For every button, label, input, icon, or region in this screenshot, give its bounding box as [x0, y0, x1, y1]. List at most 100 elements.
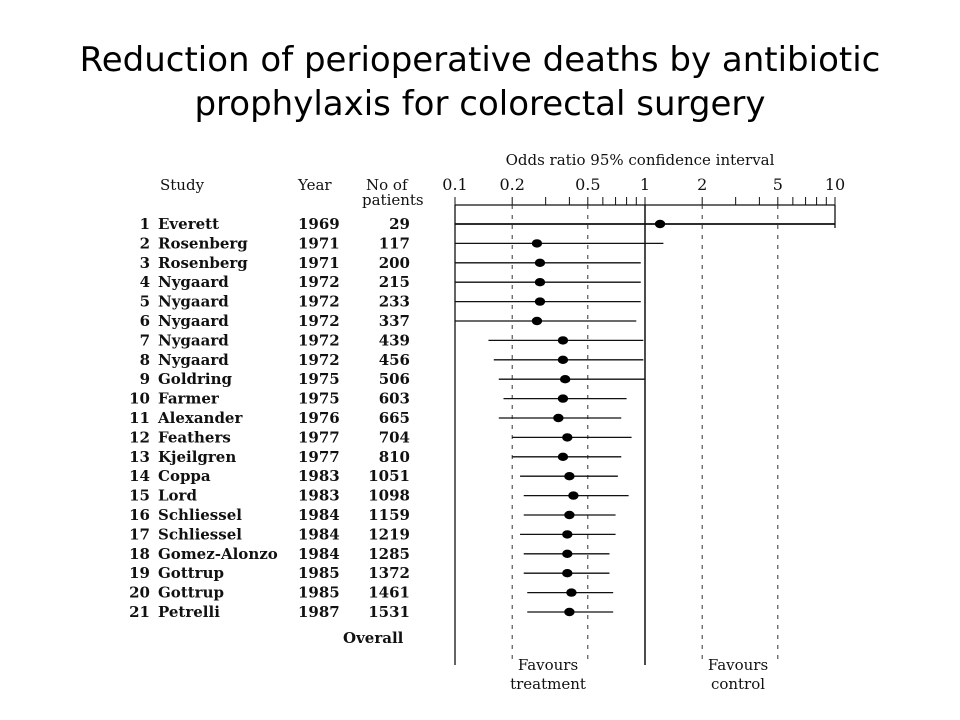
- x-tick-label: 10: [825, 175, 845, 194]
- study-patients: 456: [379, 351, 410, 369]
- study-year: 1972: [298, 312, 340, 330]
- odds-ratio-point: [557, 355, 569, 364]
- odds-ratio-point: [534, 258, 546, 267]
- slide-title-line-1: Reduction of perioperative deaths by ant…: [79, 40, 881, 80]
- study-name: Alexander: [157, 409, 243, 427]
- study-patients: 1372: [368, 564, 410, 582]
- overall-label: Overall: [343, 629, 404, 647]
- study-year: 1975: [298, 370, 340, 388]
- favours-treatment-line-1: Favours: [518, 656, 578, 674]
- x-tick-label: 1: [640, 175, 650, 194]
- study-number: 19: [129, 564, 150, 582]
- study-number: 21: [129, 603, 150, 621]
- study-name: Nygaard: [158, 312, 229, 330]
- favours-control-line-2: control: [711, 675, 765, 693]
- study-patients: 1219: [368, 525, 410, 543]
- odds-ratio-point: [534, 297, 546, 306]
- study-patients: 1461: [368, 584, 410, 602]
- study-year: 1977: [298, 448, 340, 466]
- study-number: 1: [140, 215, 150, 233]
- study-number: 6: [140, 312, 150, 330]
- study-year: 1985: [298, 564, 340, 582]
- study-year: 1972: [298, 351, 340, 369]
- study-patients: 200: [379, 254, 410, 272]
- study-name: Schliessel: [158, 525, 242, 543]
- study-year: 1976: [298, 409, 340, 427]
- study-number: 7: [140, 331, 150, 349]
- study-name: Rosenberg: [158, 234, 248, 252]
- study-number: 4: [140, 273, 150, 291]
- study-name: Farmer: [158, 390, 220, 408]
- study-year: 1985: [298, 584, 340, 602]
- odds-ratio-point: [564, 607, 575, 617]
- odds-ratio-point: [531, 316, 543, 326]
- odds-ratio-point: [562, 530, 573, 539]
- study-name: Coppa: [158, 467, 211, 485]
- odds-ratio-point: [562, 569, 573, 578]
- study-number: 15: [129, 487, 150, 505]
- x-tick-label: 2: [697, 175, 707, 194]
- study-year: 1969: [298, 215, 340, 233]
- study-patients: 665: [379, 409, 410, 427]
- study-patients: 603: [379, 390, 410, 408]
- study-number: 16: [129, 506, 150, 524]
- odds-ratio-point: [557, 452, 569, 461]
- study-name: Kjeilgren: [158, 448, 236, 466]
- study-patients: 1098: [368, 487, 410, 505]
- study-number: 5: [140, 293, 150, 311]
- study-name: Nygaard: [158, 273, 229, 291]
- study-name: Petrelli: [158, 603, 220, 621]
- odds-ratio-point: [559, 375, 571, 384]
- study-number: 8: [140, 351, 150, 369]
- study-year: 1972: [298, 331, 340, 349]
- study-name: Nygaard: [158, 351, 229, 369]
- study-number: 20: [129, 584, 150, 602]
- study-name: Goldring: [158, 370, 233, 388]
- study-year: 1971: [298, 254, 340, 272]
- odds-ratio-point: [564, 510, 575, 520]
- slide-title-line-2: prophylaxis for colorectal surgery: [194, 84, 766, 124]
- odds-ratio-point: [553, 413, 564, 423]
- study-patients: 29: [389, 215, 410, 233]
- study-name: Everett: [158, 215, 219, 233]
- axis-title: Odds ratio 95% confidence interval: [506, 151, 775, 169]
- study-year: 1972: [298, 293, 340, 311]
- favours-treatment-line-2: treatment: [510, 675, 586, 693]
- x-tick-label: 0.2: [499, 175, 524, 194]
- study-name: Nygaard: [158, 331, 229, 349]
- odds-ratio-point: [534, 278, 546, 287]
- study-patients: 1051: [368, 467, 410, 485]
- study-number: 3: [140, 254, 150, 272]
- study-patients: 810: [379, 448, 410, 466]
- patients-column-header-line-2: patients: [362, 191, 424, 209]
- slide-title: Reduction of perioperative deaths by ant…: [0, 38, 960, 126]
- study-name: Feathers: [158, 428, 231, 446]
- odds-ratio-point: [654, 219, 666, 229]
- odds-ratio-point: [562, 433, 573, 442]
- study-patients: 1285: [368, 545, 410, 563]
- study-number: 10: [129, 390, 150, 408]
- x-tick-label: 0.5: [575, 175, 600, 194]
- study-name: Rosenberg: [158, 254, 248, 272]
- study-number: 14: [129, 467, 150, 485]
- study-year: 1984: [298, 506, 340, 524]
- odds-ratio-point: [557, 336, 569, 345]
- study-name: Gottrup: [158, 584, 224, 602]
- odds-ratio-point: [557, 394, 569, 403]
- study-patients: 704: [379, 428, 410, 446]
- x-tick-label: 5: [773, 175, 783, 194]
- study-year: 1971: [298, 234, 340, 252]
- study-patients: 1159: [368, 506, 410, 524]
- patients-column-header-line-1: No of: [366, 176, 409, 194]
- favours-control-line-1: Favours: [708, 656, 768, 674]
- study-name: Gomez-Alonzo: [158, 545, 278, 563]
- study-number: 2: [140, 234, 150, 252]
- study-patients: 439: [379, 331, 410, 349]
- study-number: 13: [129, 448, 150, 466]
- study-year: 1984: [298, 545, 340, 563]
- study-year: 1983: [298, 467, 340, 485]
- study-year: 1984: [298, 525, 340, 543]
- odds-ratio-point: [568, 491, 579, 500]
- study-name: Schliessel: [158, 506, 242, 524]
